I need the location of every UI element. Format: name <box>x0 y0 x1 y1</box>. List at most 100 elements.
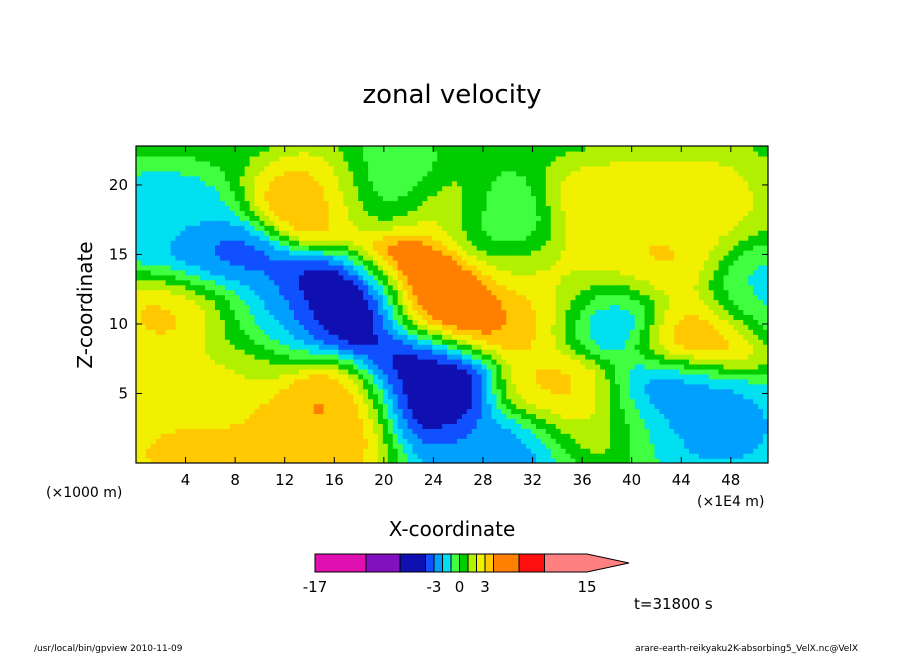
field-cell <box>234 299 241 306</box>
field-cell <box>269 314 275 320</box>
field-cell <box>303 413 310 420</box>
field-cell <box>412 344 419 350</box>
field-cell <box>289 269 295 276</box>
field-cell <box>417 284 423 291</box>
field-cell <box>600 269 606 276</box>
field-cell <box>466 319 473 325</box>
field-cell <box>298 403 305 410</box>
field-cell <box>229 408 236 415</box>
field-cell <box>476 383 483 390</box>
field-cell <box>259 304 265 311</box>
field-cell <box>496 284 502 291</box>
field-cell <box>605 363 611 370</box>
field-cell <box>150 448 157 454</box>
field-cell <box>728 453 735 459</box>
field-cell <box>590 408 596 415</box>
field-cell <box>456 408 463 415</box>
field-cell <box>634 299 641 306</box>
field-cell <box>461 349 468 355</box>
field-cell <box>402 284 409 291</box>
field-cell <box>590 433 596 439</box>
field-cell <box>654 368 660 375</box>
field-cell <box>343 358 349 365</box>
field-cell <box>733 388 739 395</box>
field-cell <box>363 413 369 420</box>
field-cell <box>693 289 700 296</box>
field-cell <box>550 294 557 301</box>
field-cell <box>575 309 581 315</box>
field-cell <box>224 349 231 355</box>
field-cell <box>452 354 458 360</box>
field-cell <box>284 349 290 355</box>
field-cell <box>698 319 705 325</box>
field-cell <box>447 393 453 400</box>
field-cell <box>145 448 152 454</box>
field-cell <box>150 378 157 385</box>
field-cell <box>461 398 468 405</box>
field-cell <box>585 324 591 330</box>
field-cell <box>476 324 483 330</box>
field-cell <box>180 344 186 350</box>
field-cell <box>491 433 498 439</box>
field-cell <box>279 319 285 325</box>
field-cell <box>748 458 754 463</box>
field-cell <box>407 339 414 345</box>
field-cell <box>145 324 152 330</box>
field-cell <box>461 329 468 335</box>
field-cell <box>155 274 162 281</box>
field-cell <box>452 274 458 281</box>
field-cell <box>693 284 700 291</box>
field-cell <box>476 354 483 360</box>
field-cell <box>219 408 226 415</box>
field-cell <box>323 319 330 325</box>
field-cell <box>392 354 399 360</box>
field-cell <box>639 458 646 463</box>
field-cell <box>348 448 354 454</box>
field-cell <box>461 269 468 276</box>
field-cell <box>619 314 626 320</box>
field-cell <box>308 324 315 330</box>
field-cell <box>175 443 182 449</box>
field-cell <box>437 334 443 340</box>
field-cell <box>373 339 379 345</box>
field-cell <box>693 324 700 330</box>
field-cell <box>644 339 651 345</box>
field-cell <box>224 334 231 340</box>
field-cell <box>417 403 423 410</box>
field-cell <box>155 294 162 301</box>
field-cell <box>259 408 265 415</box>
field-cell <box>595 344 601 350</box>
field-cell <box>363 383 369 390</box>
field-cell <box>733 453 739 459</box>
field-cell <box>244 363 251 370</box>
field-cell <box>294 388 300 395</box>
field-cell <box>298 358 305 365</box>
field-cell <box>659 279 665 286</box>
field-cell <box>679 358 685 365</box>
field-cell <box>486 269 493 276</box>
field-cell <box>442 363 448 370</box>
field-cell <box>298 319 305 325</box>
field-cell <box>738 438 744 444</box>
field-cell <box>264 373 270 380</box>
field-cell <box>377 448 384 454</box>
field-cell <box>397 334 404 340</box>
field-cell <box>136 373 142 380</box>
field-cell <box>318 458 325 463</box>
field-cell <box>333 349 340 355</box>
field-cell <box>629 388 636 395</box>
field-cell <box>303 299 310 306</box>
field-cell <box>540 339 547 345</box>
field-cell <box>180 388 186 395</box>
field-cell <box>491 398 498 405</box>
field-cell <box>654 299 660 306</box>
field-cell <box>343 363 349 370</box>
field-cell <box>259 324 265 330</box>
field-cell <box>501 373 507 380</box>
field-cell <box>703 284 710 291</box>
field-cell <box>555 304 562 311</box>
field-cell <box>550 339 557 345</box>
field-cell <box>417 309 423 315</box>
field-cell <box>452 309 458 315</box>
field-cell <box>229 383 236 390</box>
